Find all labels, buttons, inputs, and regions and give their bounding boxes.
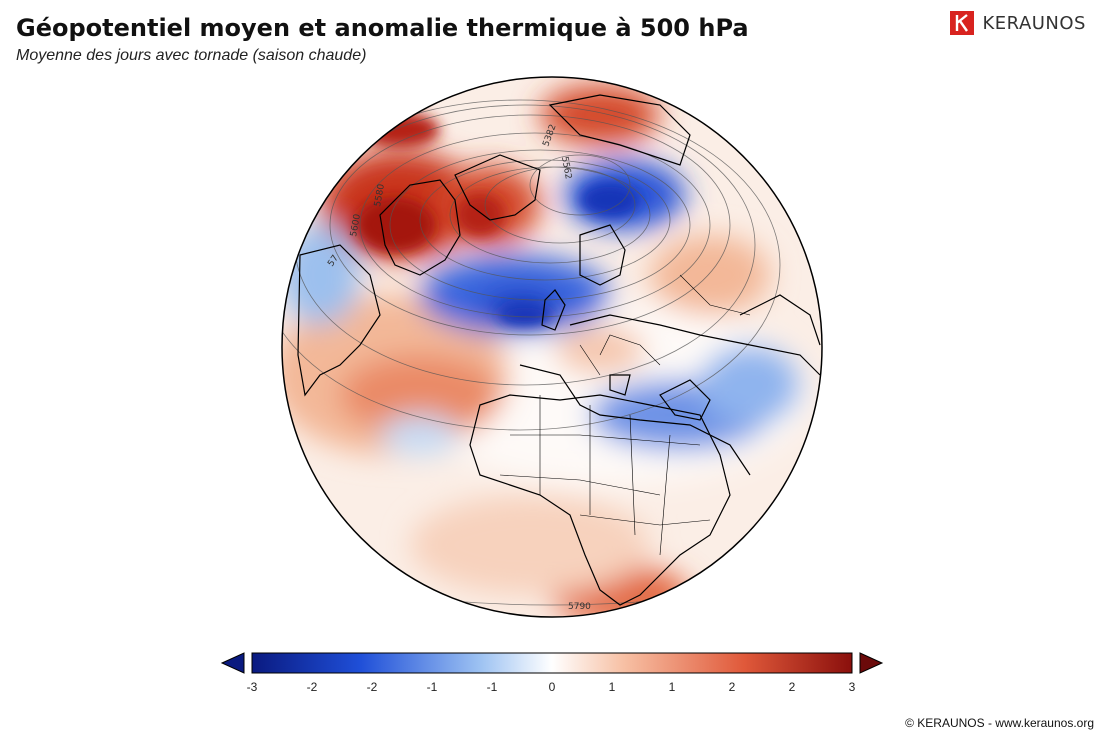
k-glyph-icon [956, 14, 969, 32]
colorbar-gradient [251, 652, 853, 674]
borders [499, 274, 751, 556]
colorbar-tick: -2 [366, 680, 378, 694]
contour-label: 5790 [568, 602, 591, 612]
copyright-notice: © KERAUNOS - www.keraunos.org [905, 716, 1094, 730]
colorbar-right-arrow-icon [859, 652, 884, 674]
contour-label: 5600 [349, 213, 363, 238]
colorbar-tick: -3 [246, 680, 258, 694]
colorbar-tick: -2 [306, 680, 318, 694]
colorbar-tick: 0 [548, 680, 556, 694]
keraunos-logo-icon [950, 11, 975, 35]
map-title: Géopotentiel moyen et anomalie thermique… [16, 14, 749, 42]
colorbar-tick: -1 [486, 680, 498, 694]
colorbar-legend: -3 -2 -2 -1 -1 0 1 1 2 2 3 [220, 652, 884, 694]
colorbar-tick: 2 [788, 680, 796, 694]
contour-label: 5580 [373, 183, 387, 208]
globe-svg: 5382 5562 5580 5600 57 5790 [281, 76, 823, 618]
keraunos-logo: KERAUNOS [950, 11, 1086, 35]
globe-map: 5382 5562 5580 5600 57 5790 [280, 75, 825, 620]
colorbar-tick: 2 [728, 680, 736, 694]
colorbar-tick: 3 [848, 680, 856, 694]
globe-outline [281, 76, 823, 618]
map-subtitle: Moyenne des jours avec tornade (saison c… [16, 47, 367, 64]
colorbar-svg [220, 652, 884, 674]
contour-label: 5562 [559, 156, 573, 180]
colorbar-left-arrow-icon [220, 652, 245, 674]
brand-name: KERAUNOS [982, 12, 1086, 34]
colorbar-tick: 1 [608, 680, 616, 694]
coastlines [297, 94, 821, 606]
colorbar-tick: 1 [668, 680, 676, 694]
colorbar-tick: -1 [426, 680, 438, 694]
